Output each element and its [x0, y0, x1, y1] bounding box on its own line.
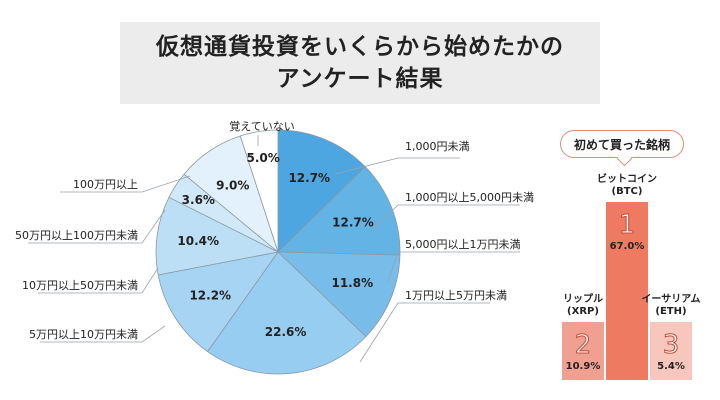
leader-line-7: [60, 175, 191, 193]
pie-slice-1: [277, 166, 401, 256]
pie-category-label-0: 1,000円未満: [405, 140, 470, 153]
pie-value-label-0: 12.7%: [288, 171, 330, 185]
leader-line-5: [38, 267, 159, 294]
bar-1: 1 67.0%: [606, 202, 648, 380]
chart-title-box: 仮想通貨投資をいくらから始めたかの アンケート結果: [120, 22, 600, 104]
bar-chart-title: 初めて買った銘柄: [560, 130, 684, 158]
bar-value-label-2: 5.4%: [657, 361, 685, 372]
pie-value-label-4: 12.2%: [189, 289, 231, 303]
pie-value-label-7: 9.0%: [216, 178, 249, 192]
pie-slice-8: [239, 129, 279, 253]
pie-category-label-6: 50万円以上100万円未満: [15, 229, 138, 242]
pie-value-label-1: 12.7%: [332, 216, 374, 230]
bar-rank-1: 1: [618, 210, 636, 241]
leader-line-3: [359, 302, 490, 363]
leader-line-6: [28, 209, 166, 244]
pie-value-label-5: 10.4%: [177, 234, 219, 248]
bar-category-label-0: リップル (XRP): [563, 294, 603, 317]
chart-title-line-2: アンケート結果: [276, 66, 444, 92]
leader-line-4: [40, 325, 166, 343]
pie-slice-5: [155, 196, 280, 276]
pie-category-label-4: 5万円以上10万円未満: [29, 328, 138, 341]
bar-2: 3 5.4%: [650, 322, 692, 380]
pie-slice-3: [206, 251, 367, 375]
pie-slice-2: [276, 251, 401, 338]
chart-title-line-1: 仮想通貨投資をいくらから始めたかの: [156, 34, 564, 60]
pie-category-label-7: 100万円以上: [73, 178, 138, 191]
pie-slice-0: [277, 129, 366, 253]
pie-slice-4: [157, 251, 279, 353]
pie-category-label-5: 10万円以上50万円未満: [22, 279, 138, 292]
bar-rank-0: 2: [574, 330, 592, 361]
pie-value-label-2: 11.8%: [331, 276, 373, 290]
bar-rank-2: 3: [662, 330, 680, 361]
pie-value-label-8: 5.0%: [246, 151, 279, 165]
bar-value-label-1: 67.0%: [609, 241, 645, 252]
pie-value-label-3: 22.6%: [265, 325, 307, 339]
leader-line-0: [334, 157, 460, 175]
bar-category-label-1: ビットコイン (BTC): [597, 174, 657, 197]
bar-value-label-0: 10.9%: [565, 361, 601, 372]
bar-0: 2 10.9%: [562, 322, 604, 380]
pie-category-label-3: 1万円以上5万円未満: [405, 289, 507, 302]
leader-line-2: [387, 251, 520, 283]
pie-category-label-1: 1,000円以上5,000円未満: [405, 191, 534, 204]
pie-category-label-2: 5,000円以上1万円未満: [405, 238, 521, 251]
leader-line-1: [371, 204, 520, 231]
pie-category-label-8: 覚えていない: [229, 120, 294, 133]
bar-category-label-2: イーサリアム (ETH): [641, 294, 701, 317]
pie-value-label-6: 3.6%: [182, 193, 215, 207]
